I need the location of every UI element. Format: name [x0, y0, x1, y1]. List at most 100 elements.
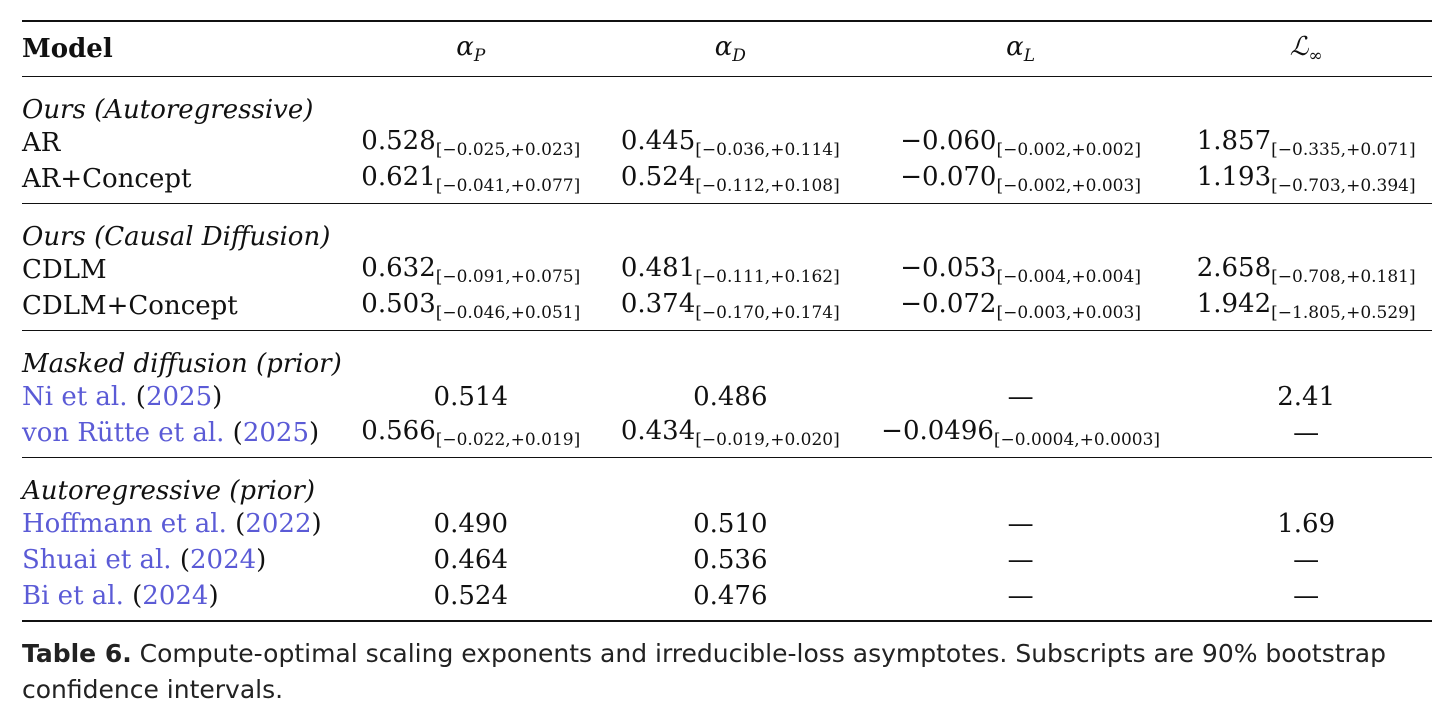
table-row: von Rütte et al. (2025) 0.566[−0.022,+0.0…: [22, 415, 1432, 458]
model-column-header: Model: [22, 21, 342, 77]
value: −0.0496: [881, 416, 994, 446]
model-name-cell: CDLM: [22, 252, 342, 288]
confidence-interval: [−0.036,+0.114]: [695, 140, 840, 160]
value: 1.69: [1277, 509, 1336, 539]
confidence-interval: [−0.002,+0.003]: [996, 176, 1141, 196]
confidence-interval: [−0.0004,+0.0003]: [993, 430, 1161, 450]
table-row: Shuai et al. (2024) 0.464 0.536 — —: [22, 542, 1432, 578]
value: 1.193: [1196, 162, 1272, 192]
value: —: [1293, 545, 1320, 575]
value-cell: —: [861, 506, 1181, 542]
group-title-row: Ours (Autoregressive): [22, 77, 1432, 125]
value: 0.524: [620, 162, 696, 192]
value-cell: 0.490: [342, 506, 600, 542]
value: 0.445: [620, 126, 696, 156]
value-cell: 0.503[−0.046,+0.051]: [342, 288, 600, 331]
value-cell: 0.510: [600, 506, 861, 542]
value-cell: 1.69: [1180, 506, 1432, 542]
value-cell: 0.445[−0.036,+0.114]: [600, 125, 861, 161]
table-row: AR 0.528[−0.025,+0.023] 0.445[−0.036,+0.11…: [22, 125, 1432, 161]
loss-inf-column-header: ℒ∞: [1180, 21, 1432, 77]
value-cell: —: [1180, 578, 1432, 621]
value-cell: 0.434[−0.019,+0.020]: [600, 415, 861, 458]
table-row: Hoffmann et al. (2022) 0.490 0.510 — 1.69: [22, 506, 1432, 542]
value-cell: 0.464: [342, 542, 600, 578]
model-name-cell: AR: [22, 125, 342, 161]
value: 0.464: [433, 545, 508, 575]
alpha-p-symbol: α: [456, 31, 474, 62]
value-cell: −0.072[−0.003,+0.003]: [861, 288, 1181, 331]
value: —: [1293, 581, 1320, 611]
value-cell: 0.566[−0.022,+0.019]: [342, 415, 600, 458]
confidence-interval: [−1.805,+0.529]: [1271, 303, 1416, 323]
alpha-d-subscript: D: [732, 46, 746, 67]
table-caption: Table 6. Compute-optimal scaling exponen…: [22, 636, 1432, 708]
table-row: Ni et al. (2025) 0.514 0.486 — 2.41: [22, 379, 1432, 415]
confidence-interval: [−0.003,+0.003]: [996, 303, 1141, 323]
citation-year-link[interactable]: 2024: [142, 581, 209, 611]
citation-author-link[interactable]: Hoffmann et al.: [22, 509, 227, 539]
model-name-cell: Shuai et al. (2024): [22, 545, 267, 575]
value: 0.528: [361, 126, 436, 156]
table-group: Masked diffusion (prior) Ni et al. (2025)…: [22, 330, 1432, 458]
value: 0.490: [433, 509, 508, 539]
model-name-cell: von Rütte et al. (2025): [22, 418, 320, 448]
confidence-interval: [−0.022,+0.019]: [435, 430, 581, 450]
value: 1.942: [1196, 289, 1272, 319]
citation-year-link[interactable]: 2022: [245, 509, 312, 539]
confidence-interval: [−0.004,+0.004]: [996, 267, 1141, 287]
value-cell: 2.41: [1180, 379, 1432, 415]
value: 0.503: [361, 289, 436, 319]
value: −0.060: [900, 126, 997, 156]
confidence-interval: [−0.091,+0.075]: [435, 267, 581, 287]
citation-author-link[interactable]: Ni et al.: [22, 382, 128, 412]
citation-year-link[interactable]: 2025: [145, 382, 213, 412]
alpha-l-column-header: αL: [860, 21, 1181, 77]
citation-year-link[interactable]: 2024: [190, 545, 257, 575]
citation-author-link[interactable]: Bi et al.: [22, 581, 124, 611]
alpha-p-subscript: P: [473, 46, 486, 67]
caption-label: Table 6.: [22, 639, 132, 668]
value: 0.514: [433, 382, 508, 412]
results-table: Model αP αD αL ℒ∞ Ours (Autoregressive) A…: [22, 20, 1432, 622]
citation-author-link[interactable]: Shuai et al.: [22, 545, 172, 575]
group-title-row: Autoregressive (prior): [22, 457, 1432, 506]
model-name-cell: Hoffmann et al. (2022): [22, 509, 322, 539]
value: −0.070: [900, 162, 997, 192]
model-name-cell: Ni et al. (2025): [22, 382, 223, 412]
group-title-row: Masked diffusion (prior): [22, 330, 1432, 379]
value-cell: —: [861, 379, 1181, 415]
table-header-row: Model αP αD αL ℒ∞: [22, 21, 1432, 77]
value-cell: 0.514: [342, 379, 600, 415]
alpha-l-symbol: α: [1006, 31, 1024, 62]
group-title: Ours (Causal Diffusion): [22, 203, 1432, 252]
value-cell: 0.536: [600, 542, 861, 578]
value-cell: 0.481[−0.111,+0.162]: [600, 252, 861, 288]
value: 0.476: [693, 581, 768, 611]
value-cell: —: [861, 578, 1181, 621]
caption-text: Compute-optimal scaling exponents and ir…: [22, 639, 1386, 704]
loss-inf-subscript: ∞: [1308, 46, 1323, 67]
value: —: [1293, 418, 1320, 448]
table-row: CDLM 0.632[−0.091,+0.075] 0.481[−0.111,+0.…: [22, 252, 1432, 288]
value-cell: 1.942[−1.805,+0.529]: [1180, 288, 1432, 331]
value: 0.374: [620, 289, 696, 319]
value-cell: 0.632[−0.091,+0.075]: [342, 252, 600, 288]
value-cell: —: [1180, 542, 1432, 578]
value: —: [1007, 545, 1034, 575]
value: 2.658: [1196, 253, 1272, 283]
model-name: CDLM: [22, 255, 107, 285]
value-cell: 1.857[−0.335,+0.071]: [1180, 125, 1432, 161]
value-cell: −0.0496[−0.0004,+0.0003]: [861, 415, 1181, 458]
value-cell: 0.524: [342, 578, 600, 621]
value-cell: 0.486: [600, 379, 861, 415]
value: 0.536: [693, 545, 768, 575]
value-cell: 1.193[−0.703,+0.394]: [1180, 161, 1432, 204]
citation-author-link[interactable]: von Rütte et al.: [22, 418, 225, 448]
value: 0.566: [361, 416, 436, 446]
value-cell: 2.658[−0.708,+0.181]: [1180, 252, 1432, 288]
confidence-interval: [−0.112,+0.108]: [695, 176, 840, 196]
citation-year-link[interactable]: 2025: [242, 418, 309, 448]
value: 0.632: [361, 253, 436, 283]
value: 0.486: [693, 382, 768, 412]
